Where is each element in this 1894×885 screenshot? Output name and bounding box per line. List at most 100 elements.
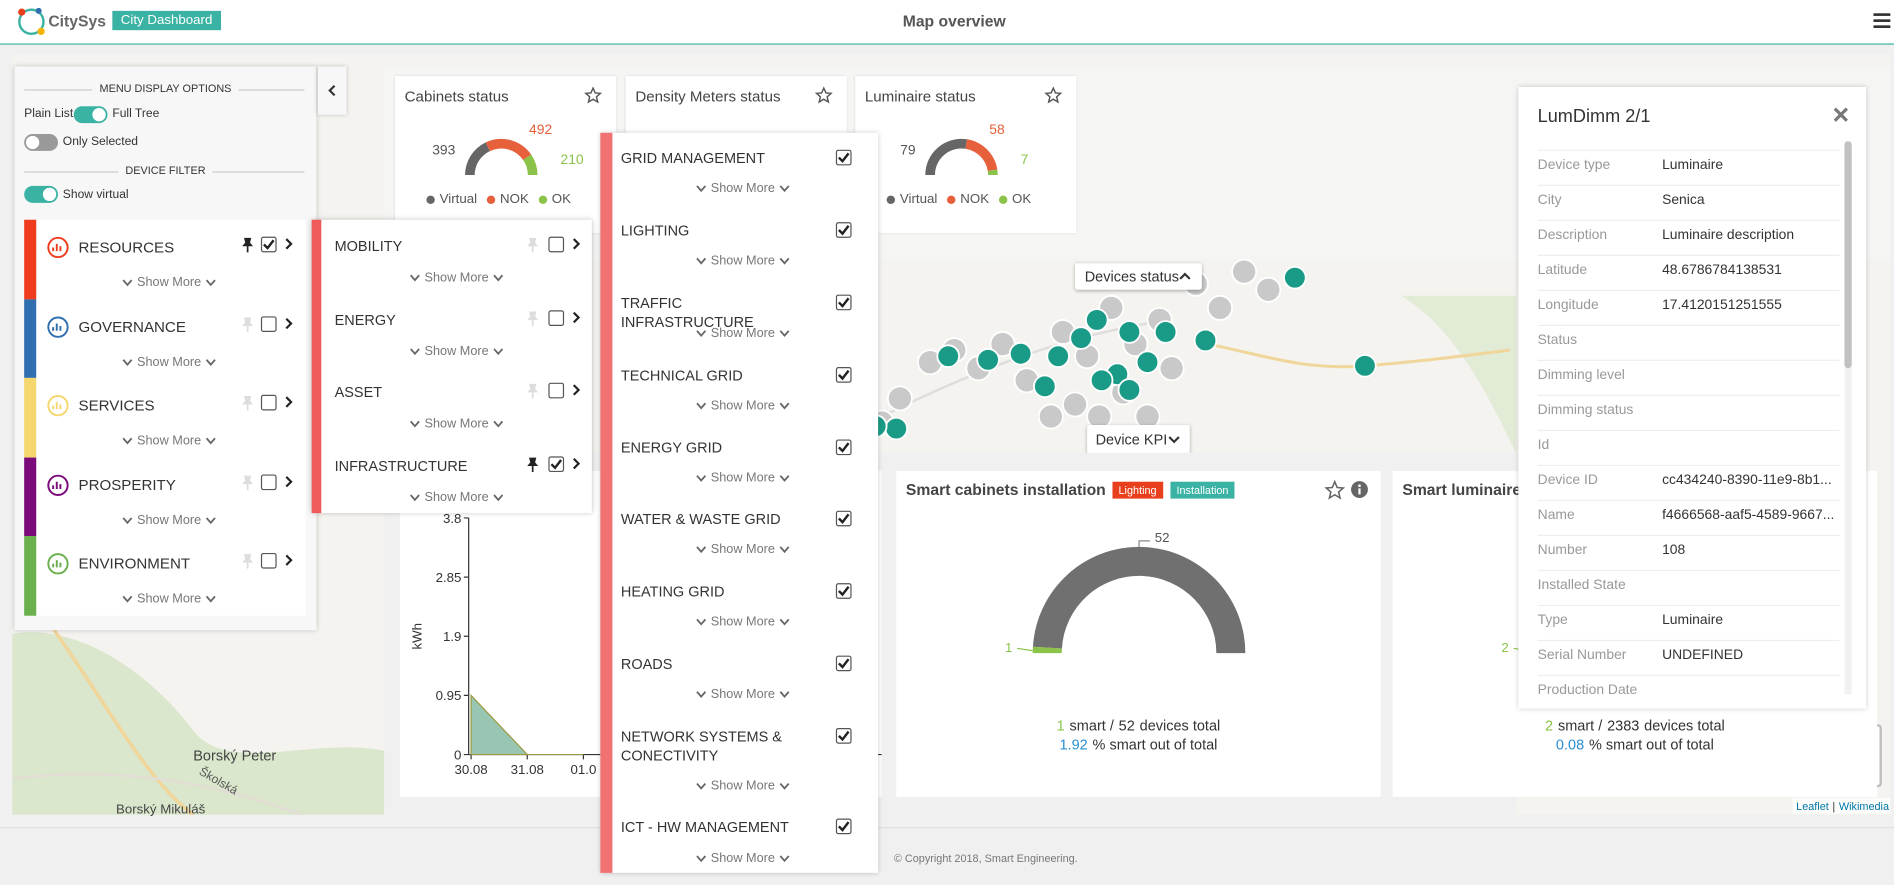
show-more[interactable]: Show More: [670, 850, 815, 867]
device-kpi-button[interactable]: Device KPI: [1087, 424, 1190, 454]
detail-value: Luminaire description: [1662, 228, 1795, 243]
gauge-smart-label: 2: [1501, 641, 1509, 656]
show-more[interactable]: Show More: [97, 353, 242, 370]
attribution-link[interactable]: Leaflet: [1796, 799, 1829, 812]
star[interactable]: [584, 86, 603, 104]
checkbox-box: [548, 382, 565, 399]
chevron-shape: [696, 257, 707, 265]
status-title: Density Meters status: [635, 88, 781, 106]
menu-button[interactable]: [1873, 13, 1891, 29]
star-shape: [814, 86, 833, 104]
toggle-knob: [25, 135, 40, 150]
category-color: [24, 378, 37, 458]
map-marker: [1283, 265, 1307, 290]
category-color: [24, 219, 37, 299]
percent-text: % smart out of total: [1092, 736, 1218, 754]
subsubmenu-item[interactable]: ROADS: [620, 655, 673, 673]
kpi-tag: Installation: [1170, 481, 1235, 499]
detail-label: City: [1537, 193, 1562, 208]
subsubmenu-item[interactable]: TRAFFIC INFRASTRUCTURE: [620, 294, 754, 331]
gauge-label: 58: [989, 123, 1005, 138]
subsubmenu-item[interactable]: HEATING GRID: [620, 583, 725, 601]
detail-label: Device type: [1537, 158, 1611, 173]
show-more[interactable]: Show More: [384, 488, 529, 505]
show-more[interactable]: Show More: [670, 686, 815, 703]
detail-row-separator: [1537, 499, 1840, 502]
show-more[interactable]: Show More: [670, 252, 815, 269]
checkbox: [835, 655, 852, 672]
star[interactable]: [814, 86, 833, 104]
detail-value: UNDEFINED: [1662, 648, 1744, 663]
detail-label: Longitude: [1537, 298, 1599, 313]
show-more-label: Show More: [137, 592, 202, 607]
show-more[interactable]: Show More: [97, 432, 242, 449]
subsubmenu-item[interactable]: TECHNICAL GRID: [620, 367, 743, 384]
status-title: Cabinets status: [404, 88, 509, 106]
legend-dot: [946, 194, 956, 204]
category-icon-ring: [47, 316, 69, 338]
detail-title: LumDimm 2/1: [1537, 106, 1651, 127]
attribution-link[interactable]: Wikimedia: [1838, 799, 1890, 812]
detail-label: Type: [1537, 613, 1568, 628]
checkbox-box: [835, 655, 852, 672]
kpi-percent: 1.92% smart out of total: [896, 736, 1380, 755]
show-more-label: Show More: [424, 343, 489, 358]
chevron: [285, 238, 293, 250]
show-more[interactable]: Show More: [670, 397, 815, 414]
show-more[interactable]: Show More: [384, 342, 529, 359]
detail-label: Dimming status: [1537, 403, 1634, 418]
show-more[interactable]: Show More: [670, 778, 815, 795]
show-more[interactable]: Show More: [384, 415, 529, 432]
checkbox-tick: [838, 152, 850, 164]
checkbox: [835, 294, 852, 311]
subsubmenu-item[interactable]: GRID MANAGEMENT: [620, 149, 766, 167]
submenu-item[interactable]: ENERGY: [334, 310, 396, 328]
gauge-label: 492: [529, 123, 553, 138]
show-more[interactable]: Show More: [670, 325, 815, 342]
show-more[interactable]: Show More: [670, 180, 815, 197]
chevron-shape: [779, 782, 789, 790]
collapse-button[interactable]: [317, 66, 347, 115]
submenu-item[interactable]: MOBILITY: [334, 237, 403, 255]
close-button[interactable]: [1833, 107, 1848, 122]
dashboard-badge[interactable]: City Dashboard: [112, 10, 221, 31]
submenu-item[interactable]: INFRASTRUCTURE: [334, 456, 468, 474]
category-name[interactable]: RESOURCES: [78, 239, 175, 256]
subsubmenu-item[interactable]: ENERGY GRID: [620, 439, 723, 457]
submenu-item[interactable]: ASSET: [334, 383, 383, 401]
show-more[interactable]: Show More: [670, 613, 815, 630]
show-more[interactable]: Show More: [670, 541, 815, 558]
subsubmenu-item[interactable]: LIGHTING: [620, 222, 690, 240]
detail-row-separator: [1537, 429, 1840, 432]
star[interactable]: [1324, 479, 1346, 500]
legend-label: Virtual: [439, 191, 478, 207]
category-icon-glyph: [52, 243, 62, 252]
option-label: Only Selected: [62, 135, 139, 149]
show-more[interactable]: Show More: [97, 591, 242, 608]
show-more[interactable]: Show More: [97, 274, 242, 291]
category-name[interactable]: ENVIRONMENT: [78, 555, 191, 573]
map-place: Borský Peter: [193, 747, 277, 765]
star[interactable]: [1044, 86, 1063, 104]
show-more[interactable]: Show More: [384, 269, 529, 286]
category-name[interactable]: GOVERNANCE: [78, 318, 186, 336]
pin-shape: [242, 554, 254, 570]
submenu-color: [311, 219, 322, 514]
y-tick-label: 0: [454, 747, 461, 762]
smart-text: smart /: [1557, 717, 1603, 735]
category-name[interactable]: PROSPERITY: [78, 476, 176, 494]
subsubmenu-item[interactable]: WATER & WASTE GRID: [620, 510, 781, 528]
detail-value: 17.4120151251555: [1662, 298, 1782, 313]
category-name[interactable]: SERVICES: [78, 397, 155, 415]
chevron-shape: [696, 546, 707, 554]
show-more[interactable]: Show More: [97, 512, 242, 529]
info-icon[interactable]: [1350, 481, 1368, 499]
show-more[interactable]: Show More: [670, 470, 815, 487]
devices-status-button[interactable]: Devices status: [1075, 263, 1202, 290]
pin-shape: [242, 317, 254, 332]
subsubmenu-item[interactable]: NETWORK SYSTEMS & CONECTIVITY: [620, 728, 782, 765]
subsubmenu-item[interactable]: ICT - HW MANAGEMENT: [620, 818, 789, 836]
checkbox: [835, 149, 852, 166]
detail-value: Senica: [1662, 193, 1705, 208]
chevron-shape: [1168, 436, 1180, 444]
